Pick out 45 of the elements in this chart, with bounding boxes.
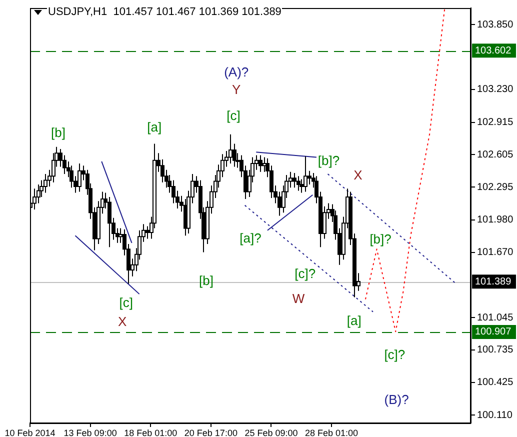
annotation: [a]? xyxy=(240,230,262,246)
annotation: (A)? xyxy=(224,64,249,80)
annotation: [b] xyxy=(198,273,214,288)
candlestick xyxy=(304,156,308,192)
ref-line-label: 101.389 xyxy=(475,276,512,288)
annotation: X xyxy=(354,168,363,183)
annotation: [b]? xyxy=(370,231,392,246)
y-tick-label: 100.110 xyxy=(477,410,513,421)
x-tick-label: 28 Feb 01:00 xyxy=(305,428,358,437)
candlestick xyxy=(44,174,48,194)
annotation: [c] xyxy=(119,295,133,310)
candlestick xyxy=(32,188,36,210)
annotation: [a] xyxy=(346,312,362,328)
x-tick-label: 18 Feb 01:00 xyxy=(124,428,178,437)
annotation: [c] xyxy=(226,108,240,124)
line-series xyxy=(364,8,446,332)
y-tick-label: 100.425 xyxy=(477,377,514,388)
annotation: [b] xyxy=(51,124,66,140)
y-tick-label: 101.980 xyxy=(477,214,514,226)
candlestick xyxy=(78,163,82,192)
ref-line-label: 100.907 xyxy=(475,326,512,338)
y-tick-label: 101.670 xyxy=(477,247,514,258)
annotation: [c]? xyxy=(384,347,406,362)
chart-title: USDJPY,H1 101.457 101.467 101.369 101.389 xyxy=(47,6,282,18)
x-tick-label: 20 Feb 17:00 xyxy=(184,428,238,437)
candlestick xyxy=(262,156,266,172)
x-tick-label: 10 Feb 2014 xyxy=(4,428,56,437)
y-tick-label: 102.915 xyxy=(477,117,514,128)
candlestick xyxy=(228,134,232,164)
annotation: X xyxy=(118,314,128,329)
y-tick-label: 102.295 xyxy=(477,182,514,193)
y-tick-label: 103.850 xyxy=(477,19,514,30)
ref-line-label: 103.602 xyxy=(475,45,512,56)
annotation: W xyxy=(292,290,306,306)
annotation: Y xyxy=(232,82,242,98)
y-tick-label: 103.230 xyxy=(477,84,514,96)
x-tick-label: 25 Feb 09:00 xyxy=(244,428,298,437)
annotation: (B)? xyxy=(384,392,409,408)
annotation: [b]? xyxy=(318,153,340,168)
annotation: [c]? xyxy=(294,266,316,281)
y-tick-label: 102.605 xyxy=(477,149,514,160)
annotation: [a] xyxy=(147,120,162,135)
y-tick-label: 100.735 xyxy=(477,344,514,356)
y-tick-label: 101.045 xyxy=(477,312,514,324)
x-tick-label: 13 Feb 09:00 xyxy=(64,428,117,437)
